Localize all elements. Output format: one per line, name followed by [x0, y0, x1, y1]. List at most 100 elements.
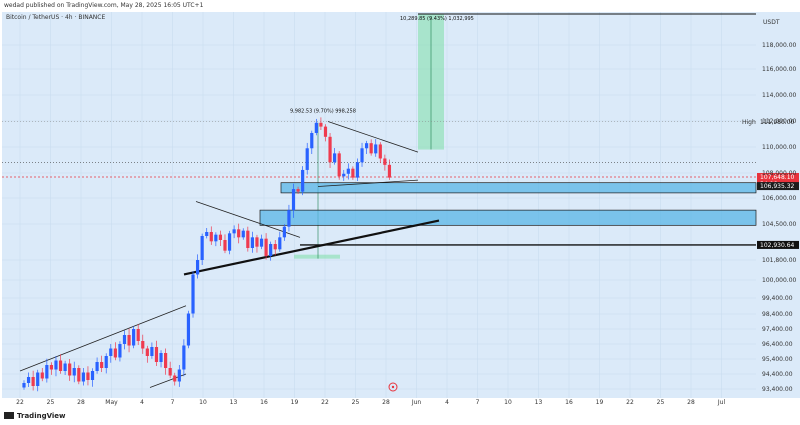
time-tick-label: 28	[382, 399, 390, 406]
footer-brand: TradingView	[4, 412, 66, 420]
candle-body	[58, 360, 63, 371]
tradingview-logo-icon	[4, 412, 14, 419]
candle-body	[145, 348, 149, 356]
candle-body	[328, 136, 332, 163]
price-tick-label: 110,000.00	[762, 144, 797, 151]
price-tick-label: 106,000.00	[762, 195, 797, 202]
price-tick-label: 114,000.00	[762, 92, 797, 99]
candle-body	[141, 341, 145, 349]
candle-body	[323, 126, 328, 137]
support-zone-lower	[259, 209, 757, 226]
candle-body	[360, 148, 364, 163]
candle-body	[164, 353, 168, 368]
target-icon	[388, 382, 398, 392]
price-tick-label: 100,000.00	[762, 277, 797, 284]
time-tick-label: May	[105, 399, 118, 406]
candle-body	[136, 329, 140, 341]
time-tick-label: 22	[16, 399, 24, 406]
candle-body	[305, 148, 309, 170]
candle-body	[237, 229, 241, 238]
candle-body	[342, 173, 346, 177]
time-tick-label: 10	[199, 399, 207, 406]
candle-body	[214, 234, 218, 242]
candle-body	[36, 372, 40, 386]
pennant-upper	[195, 201, 301, 238]
measure-1-label: 9,982.53 (9.70%) 998,258	[290, 109, 356, 115]
candle-body	[118, 344, 122, 358]
candle-body	[49, 365, 54, 370]
candle-body	[90, 371, 95, 380]
candle-body	[223, 240, 227, 251]
support-zone-upper	[280, 182, 757, 194]
time-tick-label: 25	[657, 399, 665, 406]
price-chart[interactable]: High111,980.00107,648.1054:06106,935.321…	[0, 0, 800, 410]
candle-body	[264, 238, 268, 256]
candle-body	[109, 348, 113, 356]
plot-background	[2, 12, 756, 398]
measure-box-1	[294, 254, 340, 259]
candle-body	[200, 236, 204, 260]
candle-body	[364, 143, 369, 149]
candle-body	[337, 153, 341, 177]
price-tick-label: 99,400.00	[762, 295, 793, 302]
candle-body	[241, 230, 245, 238]
candle-body	[81, 372, 85, 382]
candle-body	[255, 237, 259, 247]
time-tick-label: 16	[565, 399, 573, 406]
time-tick-label: 22	[626, 399, 634, 406]
candle-body	[113, 348, 117, 358]
support-2-value: 102,930.64	[760, 242, 795, 249]
price-tick-label: 94,400.00	[762, 371, 793, 378]
candle-body	[191, 274, 195, 314]
candle-body	[369, 143, 373, 154]
high-label: High	[742, 119, 756, 126]
candle-body	[218, 234, 223, 240]
time-tick-label: Jul	[717, 399, 726, 406]
candle-body	[104, 356, 108, 368]
publish-header: wedad published on TradingView.com, May …	[4, 2, 204, 9]
candle-body	[259, 238, 264, 247]
time-tick-label: 4	[445, 399, 449, 406]
footer-brand-text: TradingView	[17, 412, 66, 420]
support-1-value: 106,935.32	[760, 183, 795, 190]
candle-body	[195, 260, 200, 275]
candle-body	[310, 132, 314, 149]
candle-body	[168, 368, 172, 376]
time-tick-label: 7	[476, 399, 480, 406]
rising-trendline	[183, 219, 440, 276]
candle-body	[227, 233, 232, 251]
candle-body	[182, 345, 186, 370]
price-tick-label: 118,000.00	[762, 42, 797, 49]
candle-body	[45, 365, 49, 379]
candle-body	[319, 122, 323, 127]
high-value: 111,980.00	[760, 119, 795, 126]
price-tick-label: 97,400.00	[762, 326, 793, 333]
candle-body	[351, 168, 355, 178]
price-axis-background	[756, 12, 800, 398]
candle-body	[355, 162, 360, 178]
candle-body	[378, 144, 382, 159]
time-axis[interactable]: 22 25 28 May 4 7 10 13 16 19 22 25 28 Jun 4 7 10 13 16 19 22…	[16, 399, 725, 406]
time-tick-label: 25	[47, 399, 55, 406]
time-tick-label: 22	[321, 399, 329, 406]
candle-body	[150, 347, 154, 356]
candle-body	[250, 237, 254, 248]
candle-body	[346, 168, 350, 174]
price-tick-label: 93,400.00	[762, 386, 793, 393]
time-tick-label: Jun	[411, 399, 422, 406]
drawings	[2, 13, 757, 388]
time-tick-label: 25	[352, 399, 360, 406]
candle-body	[72, 368, 76, 376]
candle-body	[40, 372, 44, 379]
candle-body	[54, 360, 58, 370]
candle-body	[301, 169, 305, 192]
candle-body	[387, 164, 392, 178]
price-axis[interactable]: 118,000.00 116,000.00 114,000.00 112,000.00…	[762, 19, 797, 393]
current-price-value: 107,648.10	[760, 174, 795, 181]
price-tick-label: 101,800.00	[762, 257, 797, 264]
time-tick-label: 7	[171, 399, 175, 406]
candle-body	[282, 226, 286, 238]
candle-body	[246, 230, 250, 248]
candle-body	[132, 329, 136, 346]
